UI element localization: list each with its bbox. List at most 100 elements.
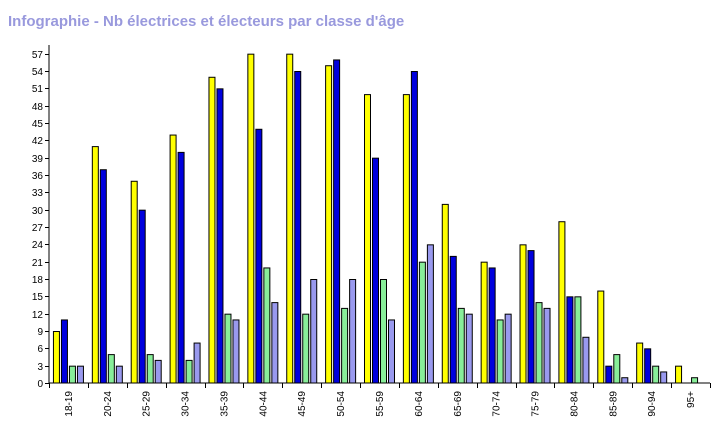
x-tick-label: 55-59	[375, 391, 386, 417]
y-tick-label: 39	[32, 154, 44, 165]
y-tick-label: 21	[32, 258, 44, 269]
bar-series-4-60-64	[426, 244, 434, 384]
bar-series-1-25-29	[130, 180, 138, 384]
y-tick-label: 57	[32, 50, 44, 61]
bar-series-3-40-44	[263, 267, 271, 384]
bar-series-3-85-89	[613, 354, 621, 384]
y-tick-label: 3	[37, 362, 43, 373]
y-tick-label: 27	[32, 223, 44, 234]
bar-series-2-65-69	[449, 255, 457, 384]
bar-series-1-90-94	[636, 342, 644, 384]
y-tick-label: 15	[32, 292, 44, 303]
y-tick-label: 48	[32, 102, 44, 113]
bar-series-4-65-69	[465, 313, 473, 384]
bar-series-1-85-89	[597, 290, 605, 384]
bar-series-3-55-59	[380, 279, 387, 384]
y-tick-label: 51	[32, 84, 44, 95]
x-tick-label: 35-39	[219, 391, 230, 417]
bar-series-1-80-84	[558, 221, 566, 384]
x-tick-label: 40-44	[258, 391, 269, 417]
bar-series-4-55-59	[388, 319, 395, 384]
bars-group	[52, 53, 699, 384]
bar-series-3-60-64	[418, 261, 426, 384]
bar-series-4-75-79	[543, 307, 551, 384]
bar-series-2-40-44	[255, 128, 263, 384]
bar-series-4-85-89	[621, 377, 629, 384]
bar-series-2-70-74	[488, 267, 496, 384]
bar-series-4-45-49	[310, 279, 318, 384]
bar-series-1-20-24	[91, 146, 99, 384]
bar-series-2-80-84	[566, 296, 574, 384]
bar-series-1-75-79	[519, 244, 527, 384]
bar-series-3-18-19	[68, 365, 76, 384]
bar-series-3-25-29	[146, 354, 154, 384]
bar-series-3-50-54	[341, 307, 349, 384]
y-tick-label: 12	[32, 310, 44, 321]
y-tick-label: 36	[32, 171, 44, 182]
bar-series-4-40-44	[271, 302, 279, 384]
bar-series-3-30-34	[185, 359, 193, 384]
bar-series-2-35-39	[216, 88, 224, 384]
bar-series-2-18-19	[60, 319, 68, 384]
bar-series-2-45-49	[294, 71, 302, 384]
y-tick-label: 9	[37, 327, 43, 338]
bar-series-2-30-34	[177, 151, 185, 384]
bar-series-4-20-24	[115, 365, 123, 384]
bar-series-1-70-74	[480, 261, 488, 384]
bar-series-2-25-29	[138, 209, 146, 384]
bar-series-1-65-69	[441, 203, 449, 384]
x-tick-label: 50-54	[336, 391, 347, 417]
x-tick-label: 25-29	[142, 391, 153, 417]
y-tick-label: 18	[32, 275, 44, 286]
x-tick-label: 30-34	[181, 391, 192, 417]
bar-series-3-75-79	[535, 302, 543, 384]
x-tick-label: 95+	[686, 391, 697, 408]
bar-series-3-65-69	[457, 307, 465, 384]
bar-series-4-35-39	[232, 319, 240, 384]
bar-series-2-20-24	[99, 169, 107, 384]
bar-series-2-55-59	[372, 157, 379, 384]
x-tick-label: 20-24	[103, 391, 114, 417]
bar-series-3-20-24	[107, 354, 115, 384]
x-tick-label: 75-79	[531, 391, 542, 417]
bar-series-2-75-79	[527, 250, 535, 384]
y-tick-label: 0	[37, 379, 43, 390]
chart-title: Infographie - Nb électrices et électeurs…	[8, 13, 405, 30]
y-tick-label: 24	[32, 240, 44, 251]
bar-series-2-60-64	[410, 71, 418, 384]
bar-series-4-25-29	[154, 359, 162, 384]
y-tick-label: 45	[32, 119, 44, 130]
bar-series-1-45-49	[286, 53, 294, 384]
bar-series-4-80-84	[582, 336, 590, 384]
x-tick-label: 80-84	[569, 391, 580, 417]
bar-series-2-90-94	[644, 348, 652, 384]
x-tick-label: 18-19	[64, 391, 75, 417]
bar-series-3-35-39	[224, 313, 232, 384]
axes	[48, 45, 710, 384]
bar-series-3-90-94	[652, 365, 660, 384]
bar-series-1-95+	[675, 365, 683, 384]
x-tick-label: 65-69	[453, 391, 464, 417]
y-tick-label: 54	[32, 67, 44, 78]
bar-series-3-45-49	[302, 313, 310, 384]
x-tick-label: 45-49	[297, 391, 308, 417]
y-tick-label: 30	[32, 206, 44, 217]
bar-series-1-30-34	[169, 134, 177, 384]
x-tick-label: 70-74	[492, 391, 503, 417]
x-tick-label: 90-94	[647, 391, 658, 417]
bar-series-4-70-74	[504, 313, 512, 384]
y-tick-label: 6	[37, 344, 43, 355]
bar-series-4-18-19	[76, 365, 84, 384]
x-tick-label: 60-64	[414, 391, 425, 417]
bar-series-1-35-39	[208, 76, 216, 384]
bar-series-1-40-44	[247, 53, 255, 384]
x-axis-ticks: 18-19 20-24 25-29 30-34 35-39 40-44 45-49 50-54…	[49, 383, 711, 417]
bar-series-4-50-54	[349, 279, 357, 384]
y-tick-label: 33	[32, 188, 44, 199]
bar-series-1-50-54	[325, 65, 333, 384]
bar-series-2-85-89	[605, 365, 613, 384]
bar-series-3-70-74	[496, 319, 504, 384]
y-tick-label: 42	[32, 136, 44, 147]
